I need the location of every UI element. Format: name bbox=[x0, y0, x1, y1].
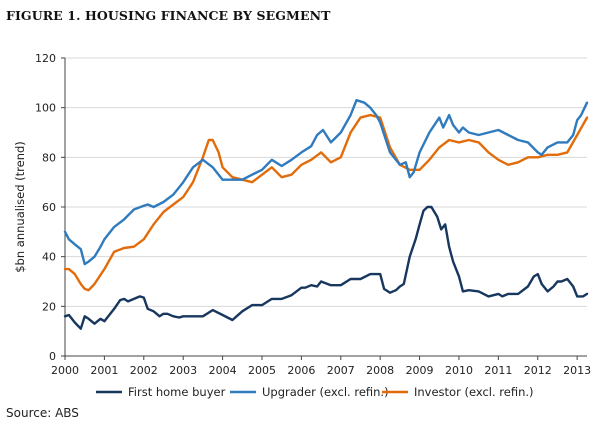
legend-label: Investor (excl. refin.) bbox=[414, 385, 534, 399]
x-tick-label: 2000 bbox=[51, 364, 79, 377]
x-tick-label: 2006 bbox=[287, 364, 315, 377]
x-tick-label: 2007 bbox=[327, 364, 355, 377]
series-line-investor bbox=[63, 113, 589, 292]
y-tick-label: 20 bbox=[42, 300, 56, 313]
y-tick-label: 100 bbox=[35, 102, 56, 115]
y-tick-labels: 0 20 40 60 80 100 120 bbox=[35, 52, 56, 363]
figure-title: FIGURE 1. HOUSING FINANCE BY SEGMENT bbox=[6, 8, 331, 23]
y-tick-label: 40 bbox=[42, 251, 56, 264]
x-tick-label: 2002 bbox=[130, 364, 158, 377]
source-note: Source: ABS bbox=[6, 406, 79, 420]
y-tick-label: 60 bbox=[42, 201, 56, 214]
x-tick-label: 2005 bbox=[248, 364, 276, 377]
y-tick-label: 80 bbox=[42, 151, 56, 164]
series-line-first bbox=[63, 205, 589, 330]
y-tick-label: 0 bbox=[49, 350, 56, 363]
x-tick-label: 2001 bbox=[90, 364, 118, 377]
axes bbox=[61, 57, 587, 360]
y-tick-label: 120 bbox=[35, 52, 56, 65]
x-tick-label: 2004 bbox=[209, 364, 237, 377]
series-lines bbox=[63, 98, 589, 330]
series-line-upgrader bbox=[63, 98, 589, 266]
x-tick-labels: 2000 2001 2002 2003 2004 2005 2006 2007 2008 2009… bbox=[51, 364, 591, 377]
x-tick-label: 2010 bbox=[445, 364, 473, 377]
x-tick-label: 2003 bbox=[169, 364, 197, 377]
legend-label: Upgrader (excl. refin.) bbox=[262, 385, 389, 399]
x-tick-label: 2012 bbox=[524, 364, 552, 377]
legend: First home buyer Upgrader (excl. refin.) I… bbox=[96, 385, 534, 399]
x-tick-label: 2013 bbox=[563, 364, 591, 377]
y-axis-label: $bn annualised (trend) bbox=[13, 141, 27, 273]
legend-label: First home buyer bbox=[128, 385, 226, 399]
x-tick-label: 2009 bbox=[406, 364, 434, 377]
x-tick-label: 2008 bbox=[366, 364, 394, 377]
x-tick-label: 2011 bbox=[484, 364, 512, 377]
gridlines bbox=[65, 57, 587, 307]
